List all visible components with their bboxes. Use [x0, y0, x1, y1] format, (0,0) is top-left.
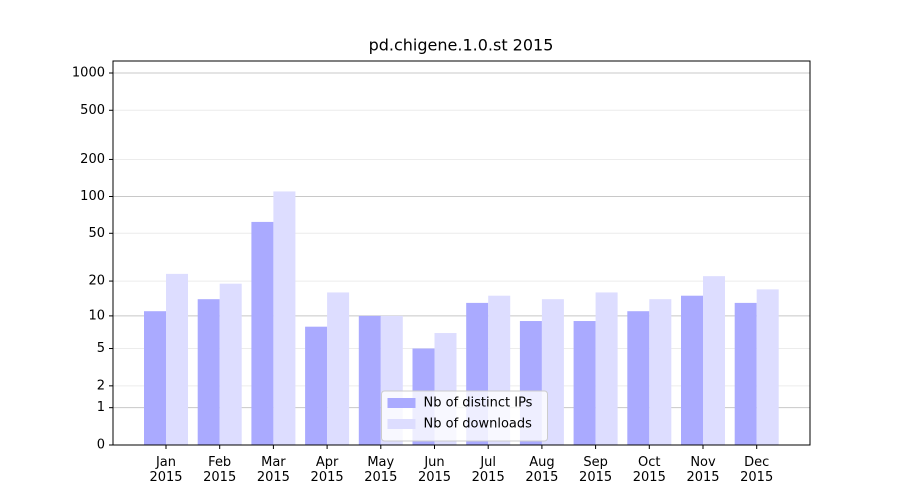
plot-frame — [112, 60, 811, 446]
y-tick-label: 1 — [97, 400, 105, 415]
bar — [251, 221, 274, 445]
x-tick-label: Dec 2015 — [740, 455, 773, 485]
x-tick-label: Oct 2015 — [633, 455, 666, 485]
x-tick-label: Apr 2015 — [311, 455, 344, 485]
y-tick-label: 200 — [80, 152, 105, 167]
x-tick-label: Sep 2015 — [579, 455, 612, 485]
bar — [703, 276, 725, 445]
legend-label: Nb of distinct IPs — [424, 396, 533, 411]
bar — [144, 311, 166, 445]
bar — [197, 299, 220, 445]
bar — [358, 315, 381, 445]
x-tick-label: Feb 2015 — [203, 455, 236, 485]
y-tick-label: 1000 — [72, 66, 105, 81]
bar — [273, 191, 296, 445]
bar — [219, 283, 242, 445]
x-tick-label: Nov 2015 — [686, 455, 719, 485]
y-tick-label: 2 — [97, 378, 105, 393]
x-tick-label: Jul 2015 — [472, 455, 505, 485]
legend-swatch — [387, 398, 416, 408]
y-tick-label: 50 — [88, 226, 105, 241]
chart-title: pd.chigene.1.0.st 2015 — [369, 36, 554, 55]
bar — [573, 321, 596, 445]
legend-box — [381, 390, 548, 442]
legend-label: Nb of downloads — [424, 417, 533, 432]
bar — [734, 302, 757, 445]
bar — [327, 292, 350, 445]
bar — [756, 289, 779, 445]
y-tick-label: 500 — [80, 103, 105, 118]
bar — [649, 299, 672, 445]
legend-swatch — [387, 419, 416, 429]
x-tick-label: Jan 2015 — [149, 455, 182, 485]
x-tick-label: May 2015 — [364, 455, 397, 485]
y-tick-label: 10 — [88, 308, 105, 323]
bar — [305, 326, 328, 445]
y-tick-label: 100 — [80, 189, 105, 204]
bar — [166, 273, 188, 445]
x-tick-label: Jun 2015 — [418, 455, 451, 485]
y-tick-label: 5 — [97, 341, 105, 356]
bar — [681, 295, 703, 445]
x-tick-label: Mar 2015 — [257, 455, 290, 485]
y-tick-label: 20 — [88, 274, 105, 289]
bar — [595, 292, 618, 445]
bar — [627, 311, 650, 445]
y-tick-label: 0 — [97, 438, 105, 453]
x-tick-label: Aug 2015 — [525, 455, 558, 485]
